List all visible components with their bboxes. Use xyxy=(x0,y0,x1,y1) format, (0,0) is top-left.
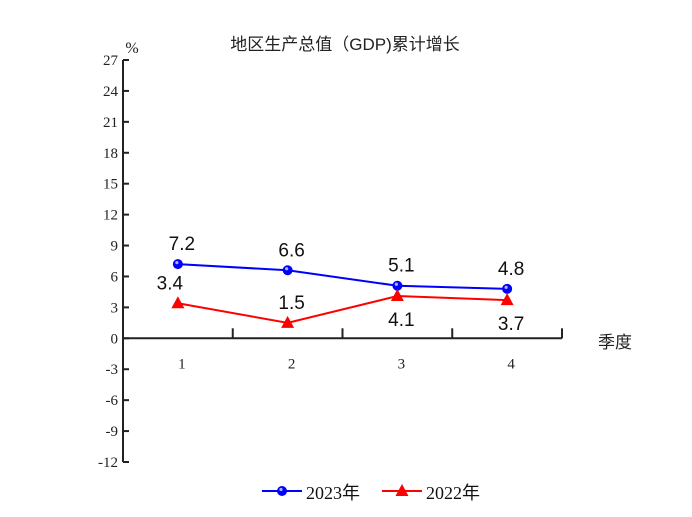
data-label: 4.8 xyxy=(498,259,524,280)
series-line xyxy=(177,295,508,324)
legend-label: 2022年 xyxy=(426,483,480,503)
x-axis-label: 季度 xyxy=(598,333,632,352)
data-point xyxy=(171,296,185,309)
data-point xyxy=(281,315,295,328)
legend-marker xyxy=(277,486,287,496)
x-tick-label: 4 xyxy=(507,356,515,372)
data-label: 3.7 xyxy=(498,314,524,335)
y-tick-label: 18 xyxy=(103,146,118,162)
y-axis-unit: % xyxy=(125,40,138,57)
y-tick-label: 6 xyxy=(111,269,119,285)
marker-highlight xyxy=(394,282,398,286)
data-label: 5.1 xyxy=(388,256,414,277)
y-tick-label: 0 xyxy=(111,331,119,347)
chart-title: 地区生产总值（GDP)累计增长 xyxy=(230,35,460,54)
marker-highlight xyxy=(285,267,289,271)
y-tick-label: -9 xyxy=(106,424,119,440)
y-tick-label: -6 xyxy=(106,393,119,409)
data-point xyxy=(500,293,514,306)
y-tick-label: -3 xyxy=(106,362,119,378)
data-point xyxy=(390,289,404,302)
legend-item: 2023年 xyxy=(262,483,360,503)
marker-highlight xyxy=(504,285,508,289)
data-point xyxy=(392,280,403,291)
legend-label: 2023年 xyxy=(306,483,360,503)
series-2022年: 3.4 1.5 4.1 3.7 xyxy=(157,273,525,335)
data-label: 7.2 xyxy=(169,234,195,255)
data-point xyxy=(172,259,183,270)
data-label: 4.1 xyxy=(388,310,414,331)
y-tick-label: 27 xyxy=(103,53,119,69)
y-tick-label: 12 xyxy=(103,208,118,224)
x-tick-label: 2 xyxy=(288,356,296,372)
series-2023年: 7.2 6.6 5.1 4.8 xyxy=(169,234,524,294)
y-tick-label: 21 xyxy=(103,115,118,131)
y-tick-label: 3 xyxy=(111,300,119,316)
data-point xyxy=(502,283,513,294)
y-tick-label: -12 xyxy=(98,455,118,471)
y-tick-label: 15 xyxy=(103,177,118,193)
marker-highlight xyxy=(175,260,179,265)
marker-highlight xyxy=(279,487,283,492)
legend-marker xyxy=(395,484,409,496)
x-tick-label: 1 xyxy=(178,356,186,372)
data-label: 1.5 xyxy=(278,293,304,314)
legend-item: 2022年 xyxy=(382,483,480,503)
y-tick-label: 24 xyxy=(103,84,119,100)
x-tick-label: 3 xyxy=(398,356,406,372)
data-point xyxy=(282,265,293,276)
legend: 2023年 2022年 xyxy=(262,483,480,503)
series-line xyxy=(177,263,508,290)
y-tick-label: 9 xyxy=(111,239,119,255)
data-label: 3.4 xyxy=(157,273,184,294)
data-label: 6.6 xyxy=(278,240,304,261)
